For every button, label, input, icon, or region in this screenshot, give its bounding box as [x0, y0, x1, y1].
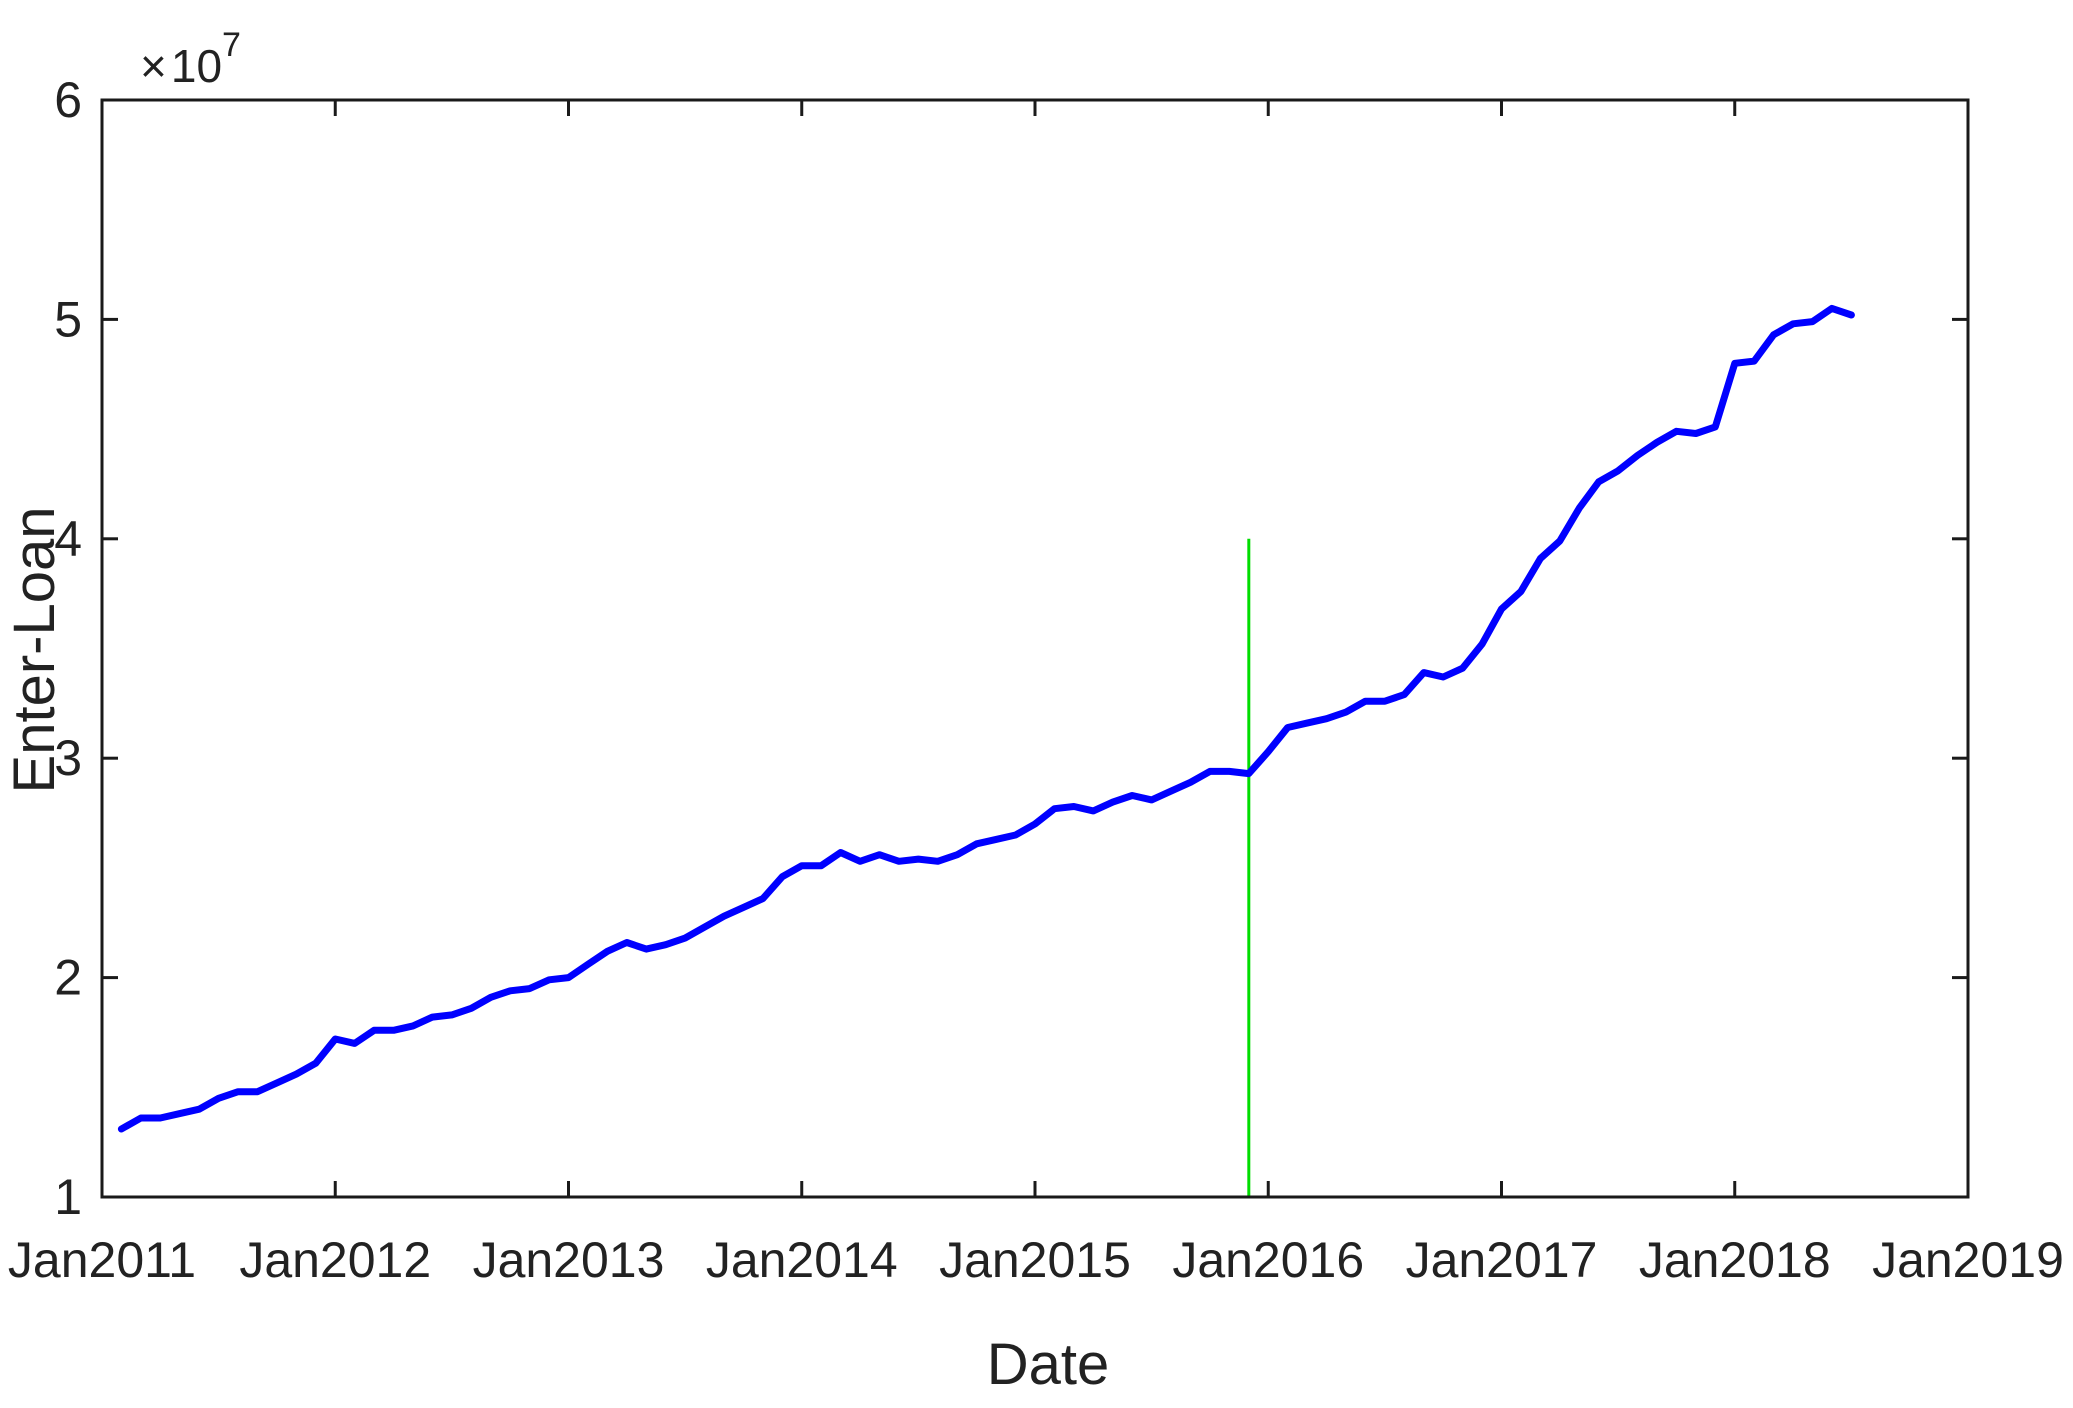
x-tick-label: Jan2014: [706, 1232, 898, 1288]
x-axis-label: Date: [987, 1332, 1110, 1397]
x-tick-label: Jan2017: [1406, 1232, 1598, 1288]
x-tick-label: Jan2016: [1172, 1232, 1364, 1288]
multiplier-base: 10: [171, 40, 222, 92]
y-tick-label: 3: [54, 730, 82, 786]
y-axis-label: Enter-Loan: [2, 507, 67, 794]
y-tick-label: 4: [54, 511, 82, 567]
multiplier-prefix: ×: [140, 40, 167, 92]
y-tick-label: 2: [54, 950, 82, 1006]
x-tick-label: Jan2011: [8, 1232, 196, 1288]
multiplier-exponent: 7: [222, 26, 241, 64]
axis-ticks: [100, 98, 1970, 1199]
plot-area: [117, 304, 1855, 1197]
y-axis-multiplier: ×107: [140, 26, 241, 92]
y-tick-label: 6: [54, 72, 82, 128]
y-tick-label: 1: [54, 1169, 82, 1225]
series-line: [117, 304, 1855, 1133]
x-tick-label: Jan2015: [939, 1232, 1131, 1288]
x-tick-label: Jan2018: [1639, 1232, 1831, 1288]
x-tick-label: Jan2012: [239, 1232, 431, 1288]
y-tick-label: 5: [54, 291, 82, 347]
x-tick-label: Jan2013: [473, 1232, 665, 1288]
x-tick-label: Jan2019: [1872, 1232, 2064, 1288]
